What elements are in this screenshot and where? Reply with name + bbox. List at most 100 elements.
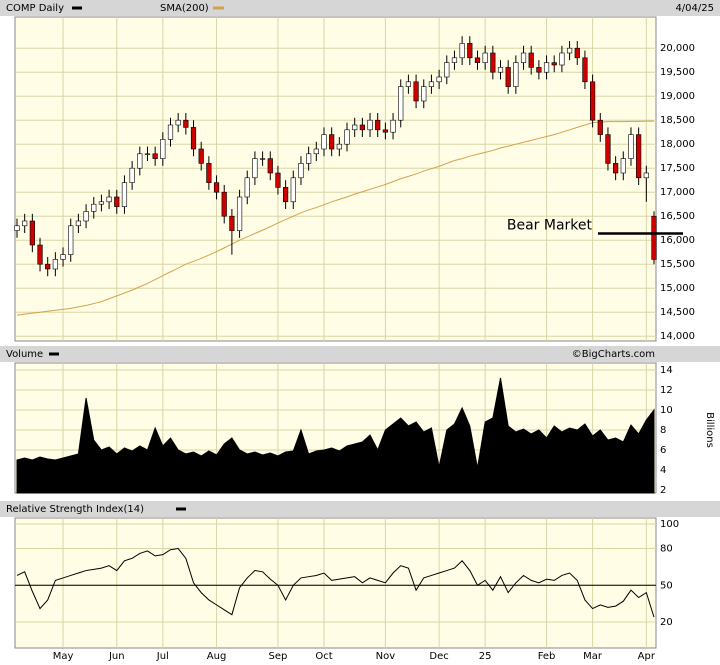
candle-body [75,220,82,227]
candle-body [190,127,197,150]
x-tick-label: Feb [538,651,556,662]
candle-body [313,148,319,155]
y-tick-label: 14,000 [660,331,695,342]
candle-body [505,67,511,87]
candle-body [482,52,488,63]
y-tick-label: 16,500 [660,211,695,222]
candle-body [329,134,335,150]
candle-body [643,172,649,179]
candle-body [536,67,542,73]
candle-body [513,62,519,87]
candle-body [252,158,258,179]
y-axis-label: Billions [704,412,715,448]
candle-body [352,124,358,131]
candle-body [405,81,412,87]
candle-body [137,153,143,169]
candle-body [37,244,43,265]
y-tick-label: 12 [660,385,673,396]
x-tick-label: Mar [583,651,603,662]
chart-title: COMP Daily [6,3,64,14]
candle-body [306,153,312,164]
candle-body [589,81,596,121]
x-tick-label: 25 [479,651,492,662]
header-bar [0,0,720,16]
candle-body [283,187,289,203]
y-tick-label: 18,000 [660,139,695,150]
candle-body [14,225,20,231]
candle-body [628,134,634,159]
candle-body [367,119,373,131]
candle-body [221,191,227,217]
candle-body [259,158,266,160]
candle-body [229,215,235,231]
y-tick-label: 18,500 [660,115,695,126]
candle-body [520,52,527,63]
source-label: ©BigCharts.com [572,349,655,360]
y-tick-label: 20,000 [660,43,695,54]
header-bar [0,346,720,362]
y-tick-label: 80 [660,544,673,555]
candle-body [421,86,427,102]
candle-body [244,177,250,198]
candle-body [121,182,128,207]
candle-body [152,153,158,159]
candle-body [175,119,181,126]
candle-body [206,163,212,183]
y-tick-label: 17,000 [660,187,695,198]
candle-body [160,139,166,159]
y-tick-label: 19,000 [660,91,695,102]
candle-body [543,62,550,73]
candle-body [574,47,580,59]
candle-body [52,259,58,270]
candle-body [344,129,350,145]
candle-body [636,134,642,179]
y-tick-label: 50 [660,580,673,591]
candle-body [566,47,573,54]
candle-body [98,201,105,205]
candle-body [60,254,66,260]
y-tick-label: 15,000 [660,283,695,294]
annotation-text: Bear Market [507,217,593,233]
plot-area [14,517,657,649]
candle-body [474,57,481,63]
candle-body [467,43,473,59]
panel-title: Relative Strength Index(14) [6,504,144,515]
candle-body [497,67,504,73]
candle-body [620,158,626,174]
plot-area [14,16,657,342]
x-tick-label: Dec [429,651,448,662]
candle-body [490,52,496,73]
header-bar [0,501,720,517]
y-tick-label: 14 [660,365,673,376]
candle-body [597,119,603,135]
candle-body [428,81,435,87]
candle-body [129,167,135,183]
candle-body [444,62,450,78]
candle-body [114,196,120,207]
candle-body [413,81,419,102]
candle-body [582,57,588,83]
y-tick-label: 2 [660,485,666,496]
candle-body [83,211,89,222]
candle-body [144,153,151,155]
marks [14,36,657,618]
candle-body [559,52,565,66]
y-tick-label: 17,500 [660,163,695,174]
x-tick-label: Apr [638,651,656,662]
candle-body [275,172,281,188]
candle-body [198,148,204,164]
x-tick-label: Nov [376,651,396,662]
candle-body [451,57,458,63]
candle-body [267,158,273,174]
x-tick-label: Jun [108,651,125,662]
candle-body [45,263,51,270]
candle-body [336,143,342,150]
candle-body [298,163,304,179]
candle-body [183,119,189,128]
candle-body [321,134,327,150]
candle-body [29,220,35,246]
legend-entry: SMA(200) [160,3,209,14]
x-tick-label: May [53,651,74,662]
candle-body [213,182,220,193]
